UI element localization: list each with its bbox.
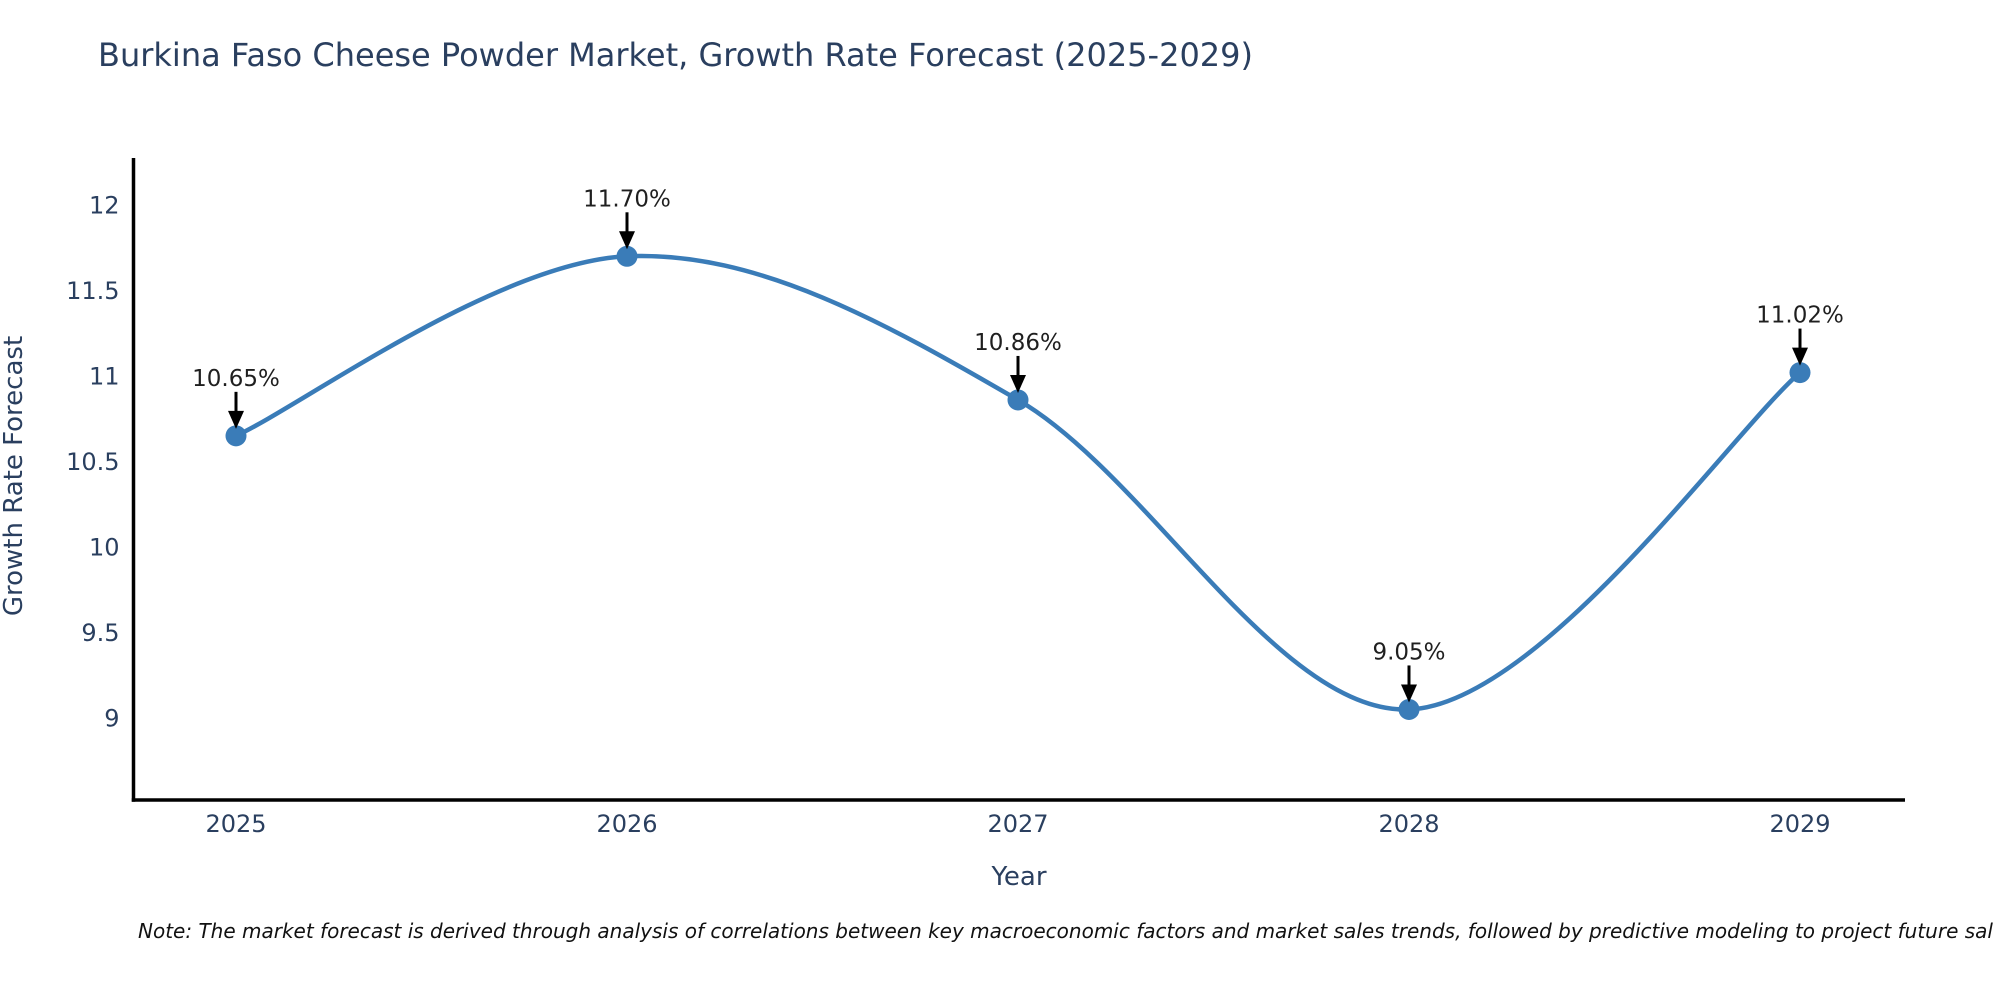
y-tick-label: 9.5 <box>81 619 119 647</box>
forecast-line <box>233 253 1803 712</box>
y-tick-label: 10 <box>89 534 120 562</box>
data-point-marker <box>225 425 247 447</box>
data-point-label: 10.86% <box>974 330 1062 356</box>
annotation-arrow-head <box>619 231 635 250</box>
x-axis-title: Year <box>991 862 1047 892</box>
data-point-label: 11.70% <box>583 186 671 212</box>
annotation-arrow-head <box>1401 684 1417 703</box>
x-tick-label: 2029 <box>1769 810 1830 838</box>
data-point-marker <box>1398 698 1420 720</box>
y-tick-label: 11 <box>89 363 120 391</box>
annotation-arrow-head <box>1010 374 1026 393</box>
data-point-label: 10.65% <box>192 366 280 392</box>
footnote: Note: The market forecast is derived thr… <box>138 919 1993 943</box>
annotation-arrow-head <box>1792 347 1808 366</box>
data-point-label: 9.05% <box>1372 639 1445 665</box>
x-tick-label: 2026 <box>596 810 657 838</box>
y-tick-label: 12 <box>89 192 120 220</box>
y-tick-label: 9 <box>104 705 119 733</box>
data-point-marker <box>1007 389 1029 411</box>
x-tick-label: 2025 <box>205 810 266 838</box>
chart-title: Burkina Faso Cheese Powder Market, Growt… <box>98 36 1253 74</box>
y-tick-label: 10.5 <box>66 448 119 476</box>
y-tick-label: 11.5 <box>66 277 119 305</box>
annotation-arrow-head <box>228 410 244 429</box>
data-point-marker <box>616 245 638 267</box>
x-tick-label: 2027 <box>987 810 1048 838</box>
data-point-label: 11.02% <box>1756 303 1844 329</box>
data-point-marker <box>1789 362 1811 384</box>
x-tick-label: 2028 <box>1378 810 1439 838</box>
